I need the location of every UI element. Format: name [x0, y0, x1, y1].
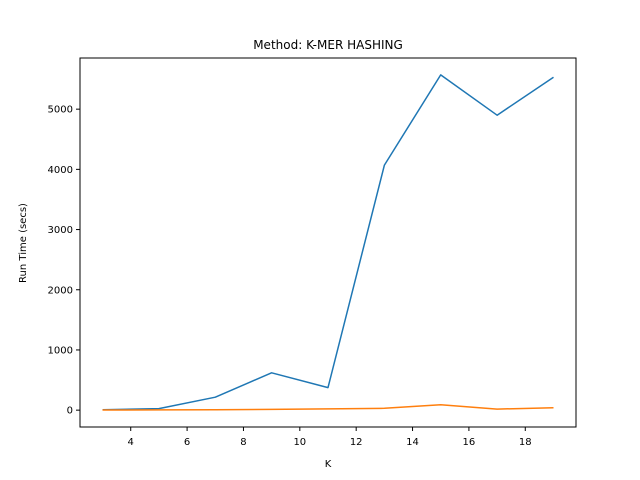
series-line-2 [102, 403, 554, 411]
y-tick-label: 2000 [48, 285, 73, 296]
y-tick-label: 5000 [48, 105, 73, 116]
chart-title: Method: K-MER HASHING [253, 38, 403, 52]
x-tick-label: 14 [406, 437, 419, 448]
x-tick-label: 12 [350, 437, 363, 448]
y-axis-label: Run Time (secs) [18, 203, 29, 283]
x-tick-label: 18 [519, 437, 532, 448]
y-tick-label: 1000 [48, 345, 73, 356]
x-tick-label: 8 [240, 437, 246, 448]
x-tick-label: 4 [128, 437, 134, 448]
x-axis-label: K [325, 459, 332, 470]
x-tick-label: 6 [184, 437, 190, 448]
x-tick-label: 10 [293, 437, 306, 448]
axes-frame [79, 57, 577, 428]
x-tick-label: 16 [463, 437, 476, 448]
y-tick-label: 3000 [48, 225, 73, 236]
y-tick-label: 0 [67, 406, 73, 417]
y-tick-label: 4000 [48, 165, 73, 176]
plot-area: 4 6 8 10 12 14 16 18 0 1000 2000 3000 4000 5000 [48, 74, 554, 448]
series-line-1 [102, 74, 554, 411]
